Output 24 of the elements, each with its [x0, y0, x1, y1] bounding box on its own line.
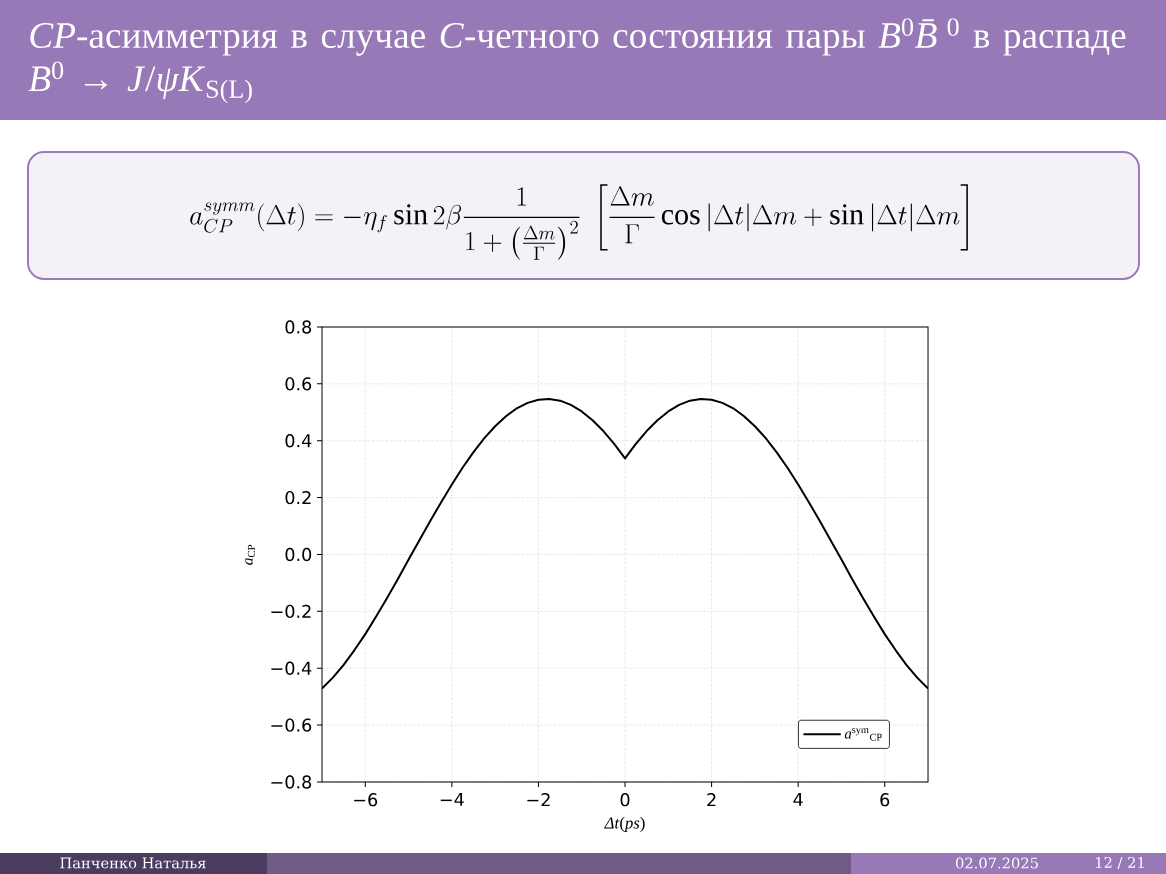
chart-title: CP-асимметрия в случае C-четного состояния пары B$^{0}$B̄$^{0}$ в распаде B$^{0}$ → J/ψK$_{S(L)}$ [28, 18, 1126, 104]
y-axis-title: a$_{CP}$ [245, 544, 256, 565]
text: 02.07.2025 [955, 857, 1038, 869]
x-tick-label: 4 [793, 793, 803, 806]
y-tick-label: −0.4 [271, 661, 312, 675]
x-tick-label: 0 [620, 793, 630, 807]
x-axis-title: Δt(ps) [604, 816, 645, 832]
text: $a^{symm}_{CP}(\Delta t) = -\eta_f \sin 2\beta\frac{1}{1+\left(\frac{\Delta m}{\Gamma}\right)^2}\;\left[\frac{\Delta m}{\Gamma}\cos|\Delta t|\Delta m+\sin|\Delta t|\Delta m\right]$ [190, 184, 968, 260]
y-tick-label: −0.2 [271, 604, 311, 619]
y-tick-label: 0.0 [285, 547, 312, 562]
x-tick-label: −6 [354, 793, 378, 807]
y-tick-label: −0.8 [271, 775, 312, 789]
y-tick-label: 0.2 [285, 490, 311, 505]
x-tick-label: 2 [707, 793, 716, 807]
y-tick-label: 0.8 [285, 320, 312, 334]
x-tick-label: 6 [880, 793, 890, 807]
text: Панченко Наталья [60, 857, 206, 869]
legend-label: a$^{sym}$CP [844, 728, 882, 741]
y-tick-label: 0.4 [285, 434, 312, 448]
text: 12 / 21 [1096, 856, 1144, 870]
x-tick-label: −2 [527, 793, 550, 807]
x-tick-label: −4 [440, 793, 464, 806]
y-tick-label: 0.6 [285, 377, 312, 391]
y-tick-label: −0.6 [271, 718, 312, 732]
